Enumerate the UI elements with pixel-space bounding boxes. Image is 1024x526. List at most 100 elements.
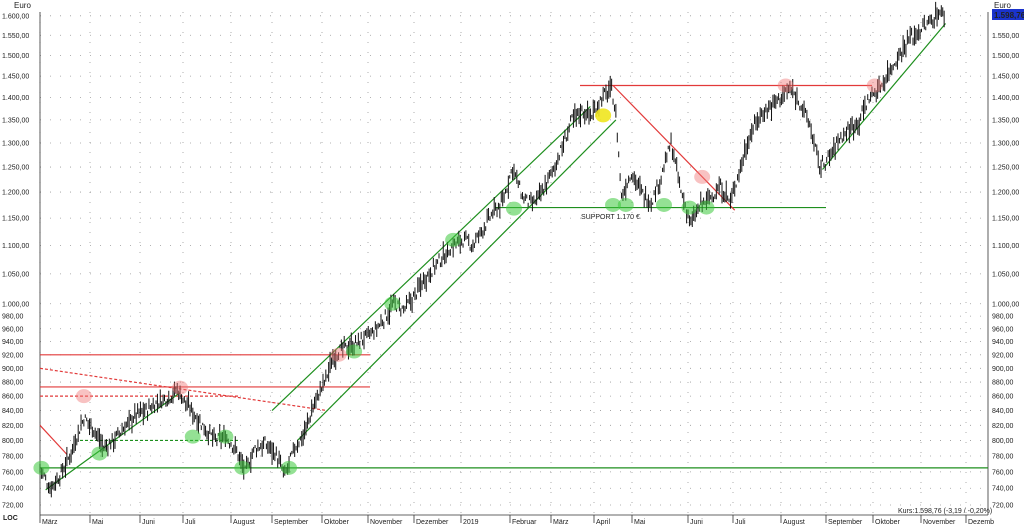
y-tick-label-left: 720,00 [2,503,24,510]
y-tick-label-right: 1.250,00 [992,165,1019,172]
price-marker [694,169,711,184]
x-tick-label: Juni [142,519,155,526]
y-tick-label-left: 860,00 [2,394,24,401]
x-tick-label: Juni [690,519,703,526]
y-tick-label-left: 1.450,00 [2,74,29,81]
y-tick-label-left: 1.150,00 [2,216,29,223]
y-tick-label-left: 800,00 [2,438,24,445]
current-price-badge [992,9,1024,20]
x-tick-label: November [923,519,956,526]
x-tick-label: Mai [634,519,646,526]
y-tick-label-right: 980,00 [992,314,1014,321]
y-tick-label-right: 800,00 [992,438,1014,445]
price-marker [698,200,715,215]
price-marker [281,460,298,475]
price-bars [39,1,945,498]
y-tick-label-right: 1.500,00 [992,53,1019,60]
price-marker [506,201,522,216]
y-tick-label-right: 860,00 [992,394,1014,401]
grid [39,12,988,515]
support-annotation: SUPPORT 1.170 € [581,214,640,221]
x-tick-label: Oktober [875,519,901,526]
x-tick-label: März [42,519,58,526]
y-tick-label-left: 940,00 [2,339,24,346]
y-tick-label-right: 1.050,00 [992,271,1019,278]
y-tick-label-right: 900,00 [992,366,1014,373]
markers [33,78,883,475]
y-tick-label-left: 1.250,00 [2,165,29,172]
x-tick-label: November [370,519,403,526]
price-marker [595,108,612,123]
y-tick-label-left: 820,00 [2,423,24,430]
y-tick-label-left: 900,00 [2,366,24,373]
y-tick-label-right: 840,00 [992,408,1014,415]
y-tick-label-right: 940,00 [992,339,1014,346]
y-tick-label-right: 720,00 [992,503,1014,510]
y-tick-label-left: 1.050,00 [2,271,29,278]
y-tick-label-right: 780,00 [992,453,1014,460]
x-axis: März Mai Juni Juli August September Oktober Nov… [39,515,994,526]
y-tick-label-right: 920,00 [992,352,1014,359]
y-tick-label-left: 1.000,00 [2,301,29,308]
y-tick-label-right: 1.100,00 [992,243,1019,250]
y-tick-label-right: 880,00 [992,380,1014,387]
price-marker [617,197,634,212]
x-tick-label: Juli [735,519,746,526]
x-tick-label: März [553,519,569,526]
currency-label-right: Euro [994,1,1011,10]
y-tick-label-left: 1.100,00 [2,243,29,250]
y-tick-label-left: 740,00 [2,486,24,493]
y-tick-label-left: 880,00 [2,380,24,387]
y-tick-label-left: 920,00 [2,352,24,359]
price-marker [91,446,108,461]
y-tick-label-right: 820,00 [992,423,1014,430]
price-marker [655,197,672,212]
trend-line [39,424,68,455]
y-tick-label-right: 1.150,00 [992,216,1019,223]
x-tick-label: Februar [512,519,537,526]
y-tick-label-right: 1.350,00 [992,117,1019,124]
price-marker [445,232,462,247]
y-tick-label-left: 1.400,00 [2,95,29,102]
price-marker [384,296,401,311]
y-tick-label-right: 760,00 [992,469,1014,476]
x-tick-label: Dezemb [968,519,994,526]
price-marker [605,197,622,212]
x-tick-label: April [596,519,610,526]
y-tick-label-right: 1.200,00 [992,190,1019,197]
y-tick-label-left: 1.200,00 [2,190,29,197]
trend-line [271,106,591,411]
y-tick-label-left: 1.350,00 [2,117,29,124]
price-marker [33,460,50,475]
price-marker [172,380,189,395]
y-tick-label-right: 1.300,00 [992,141,1019,148]
price-marker [217,429,234,444]
trend-line [612,85,736,211]
price-marker [184,429,201,444]
y-tick-label-right: 1.450,00 [992,74,1019,81]
price-marker [866,78,883,93]
status-text: Kurs:1.598,76 (-3,19 / -0,20%) [898,508,992,515]
y-tick-label-left: 1.500,00 [2,53,29,60]
x-tick-label: August [783,519,805,526]
y-tick-label-left: 1.300,00 [2,141,29,148]
trend-line [821,23,947,170]
price-marker [346,344,363,359]
x-tick-label: September [828,519,863,526]
current-price-label: 1.598,76 [994,11,1024,20]
y-tick-label-left: 980,00 [2,314,24,321]
x-tick-label: 2019 [463,519,479,526]
price-marker [777,78,794,93]
currency-label-left: Euro [14,1,31,10]
x-tick-label: Juli [185,519,196,526]
x-tick-label: August [233,519,255,526]
trend-line [297,119,617,441]
y-tick-label-left: 760,00 [2,469,24,476]
price-marker [330,347,347,362]
price-marker [681,200,698,215]
y-tick-label-left: 960,00 [2,326,24,333]
x-tick-label: Oktober [324,519,350,526]
y-tick-label-right: 960,00 [992,326,1014,333]
y-tick-label-right: 1.550,00 [992,33,1019,40]
